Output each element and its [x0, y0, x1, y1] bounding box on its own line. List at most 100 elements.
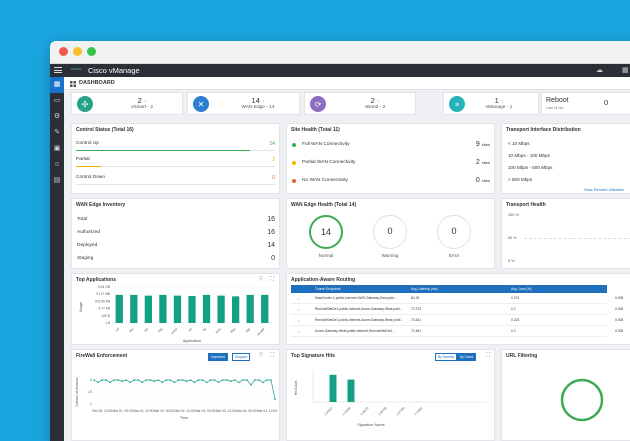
wan-edge-summary-card[interactable]: ✕ 14 ↑ WAN Edge - 14: [187, 92, 300, 115]
sidebar-configuration-icon[interactable]: ⚙: [53, 113, 61, 120]
aar-header-latency[interactable]: Avg. Latency (ms): [411, 287, 438, 291]
aar-side-value: 0.005: [615, 318, 624, 322]
aar-side-value: 0.005: [615, 296, 624, 300]
normal-gauge[interactable]: 14: [309, 215, 343, 249]
fw-point: [193, 381, 196, 384]
fw-point: [97, 381, 99, 384]
fw-point: [133, 379, 136, 381]
vmanage-count: 1: [494, 96, 499, 105]
site-health-title: Site Health (Total 11): [291, 127, 340, 133]
fw-xtick: Mar 03, 00:00: [195, 409, 216, 413]
inventory-authorized-row[interactable]: Authorized 16: [77, 229, 275, 236]
inventory-deployed-row[interactable]: Deployed 14: [77, 242, 275, 249]
sig-xtick: 1:56789: [377, 406, 388, 417]
partial-row[interactable]: Partial 2: [76, 157, 275, 163]
no-wan-label: No WAN Connectivity: [302, 178, 348, 183]
inventory-deployed-value: 14: [267, 242, 275, 249]
apps-ytick: 1 B: [105, 321, 110, 325]
fw-point: [266, 379, 268, 381]
wan-inventory-title: WAN Edge Inventory: [76, 202, 126, 208]
sidebar-monitor-icon[interactable]: ▭: [53, 97, 61, 104]
apps-xtick: ldap: [230, 327, 237, 334]
aar-header-endpoints[interactable]: Tunnel Endpoints: [315, 287, 341, 291]
table-row[interactable]: 〰 RemoteSiteDe1-public-internet-Azure-Ga…: [291, 316, 607, 326]
trend-icon[interactable]: 〰: [297, 297, 301, 301]
latency-cell: 84.19: [411, 296, 420, 300]
apps-bar: [202, 294, 211, 323]
left-sidebar: ▦ ▭ ⚙ ✎ ▣ ☺ ▤: [50, 77, 64, 441]
sidebar-administration-icon[interactable]: ☺: [53, 161, 61, 168]
sig-xtick: 1:67890: [395, 406, 406, 417]
sidebar-tools-icon[interactable]: ✎: [54, 129, 60, 136]
trend-icon[interactable]: 〰: [297, 308, 301, 312]
control-down-row[interactable]: Control Down 0: [76, 175, 275, 181]
maximize-window-button[interactable]: [87, 47, 96, 56]
inventory-total-label: Total: [77, 217, 88, 222]
sidebar-dashboard-icon[interactable]: ▦: [50, 77, 64, 93]
dashboard-grid-icon: [70, 80, 76, 87]
table-row[interactable]: 〰 DataCenter-1.public-internet-AWS-Gatew…: [291, 294, 607, 304]
cloud-icon[interactable]: ☁: [596, 67, 603, 74]
apps-bar: [144, 295, 152, 323]
signature-expand-icon[interactable]: ⛶: [486, 352, 490, 358]
trend-icon[interactable]: 〰: [297, 330, 301, 334]
fw-point: [117, 379, 119, 381]
error-gauge[interactable]: 0: [437, 215, 471, 249]
by-severity-toggle[interactable]: By Severity: [435, 353, 458, 361]
view-percent-utilization-link[interactable]: View Percent Utilizatio: [584, 187, 624, 192]
full-wan-label: Full WAN Connectivity: [302, 142, 350, 147]
aar-header-loss[interactable]: Avg. Loss (%): [511, 287, 532, 291]
aar-title: Application-Aware Routing: [291, 277, 356, 283]
wan-edge-icon: ✕: [193, 96, 209, 112]
no-wan-value: 0: [475, 177, 480, 184]
dropped-toggle[interactable]: Dropped: [232, 353, 251, 361]
vbond-summary-card[interactable]: ⟳ 2 ↑ vBond - 2: [304, 92, 416, 115]
inventory-staging-row[interactable]: Staging 0: [77, 255, 275, 262]
control-status-title: Control Status (Total 16): [76, 127, 134, 133]
apps-xtick: ssl: [115, 327, 121, 333]
warning-gauge[interactable]: 0: [373, 215, 407, 249]
top-apps-filter-icon[interactable]: ▽: [259, 276, 263, 282]
top-apps-expand-icon[interactable]: ⛶: [270, 276, 274, 282]
vbond-up-arrow: ↑: [376, 99, 380, 105]
reboot-sublabel: Last 24 hrs: [546, 106, 564, 110]
table-row[interactable]: 〰 Azure-Gateway-West.public-internet-Rem…: [291, 327, 607, 337]
fw-point: [113, 379, 115, 381]
vmanage-summary-card[interactable]: ≡ 1 ↑ vManage - 1: [443, 92, 539, 115]
apps-bar: [188, 296, 196, 323]
vsmart-summary-card[interactable]: ✣ 2 ↑ vSmart - 2: [71, 92, 183, 115]
fw-point: [165, 379, 168, 381]
inventory-total-row[interactable]: Total 16: [77, 216, 275, 223]
signature-chart: 1:34567 1:23456 1:45678 1:56789 1:67890 1:789…: [294, 370, 487, 427]
ti-row-1[interactable]: < 10 Mbps: [508, 141, 530, 146]
firewall-expand-icon[interactable]: ⛶: [270, 352, 274, 358]
inspected-toggle[interactable]: Inspected: [208, 353, 228, 361]
fw-point: [262, 381, 264, 384]
apps-bar: [246, 294, 254, 323]
aar-side-value: 0.005: [615, 307, 624, 311]
control-up-row[interactable]: Control Up 14: [76, 141, 275, 147]
minimize-window-button[interactable]: [73, 47, 82, 56]
ti-row-3[interactable]: 100 Mbps - 500 Mbps: [508, 165, 553, 170]
reboot-summary-card[interactable]: Reboot Last 24 hrs 0: [541, 92, 630, 115]
fw-xlabel: Time: [180, 416, 188, 420]
firewall-enforcement-card: FireWall Enforcement Inspected Dropped ▽…: [71, 349, 280, 441]
apps-xtick: ftp: [202, 327, 207, 332]
latency-cell: 73.161: [411, 318, 422, 322]
close-window-button[interactable]: [59, 47, 68, 56]
sidebar-analytics-icon[interactable]: ▤: [53, 177, 61, 184]
sidebar-maintenance-icon[interactable]: ▣: [53, 145, 61, 152]
fw-point: [125, 379, 127, 381]
firewall-filter-icon[interactable]: ▽: [259, 352, 263, 358]
url-filtering-ring[interactable]: [552, 370, 612, 430]
inventory-authorized-value: 16: [267, 229, 275, 236]
ti-row-4[interactable]: > 500 Mbps: [508, 177, 533, 182]
trend-icon[interactable]: 〰: [297, 319, 301, 323]
ti-row-2[interactable]: 10 Mbps - 100 Mbps: [508, 153, 550, 158]
error-gauge-label: Error: [448, 253, 460, 258]
table-row[interactable]: 〰 RemoteSiteDe1-public-internet-Azure-Ga…: [291, 305, 607, 315]
grid-apps-icon[interactable]: ▦: [622, 67, 629, 74]
hamburger-menu-icon[interactable]: [54, 66, 62, 74]
by-count-toggle[interactable]: By Count: [457, 353, 477, 361]
transport-health-card: Transport Health 100 % 50 % 0 %: [501, 198, 630, 269]
